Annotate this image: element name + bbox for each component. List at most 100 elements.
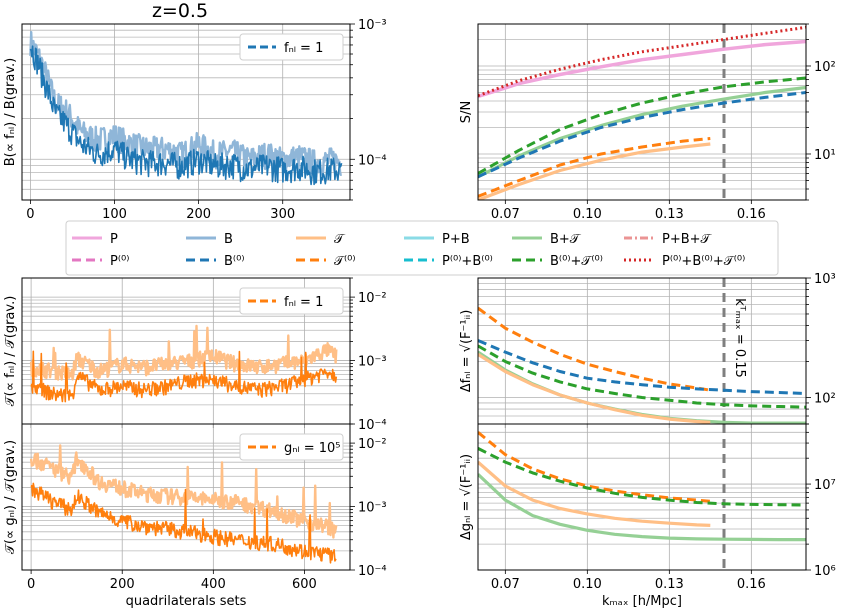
panel-delta_gnl: 10⁷ 10⁶ 0.07 0.10 0.13 0.16 kₘₐₓ [h/Mpc] Δgₙₗ =…: [459, 423, 836, 609]
series-b-0-: [478, 339, 806, 395]
y-tick-label: 10⁻²: [358, 437, 387, 452]
y-axis-label: Δgₙₗ = √(F⁻¹ᵢᵢ): [459, 454, 474, 540]
x-tick-label: 0.07: [491, 577, 520, 592]
panel-legend-label: gₙₗ = 10⁵: [284, 441, 341, 456]
data-series-light: [29, 31, 342, 178]
x-tick-label: 0.10: [573, 207, 602, 222]
panel-legend-box: [239, 287, 344, 315]
y-axis-label: 𝒯(∝ fₙₗ) / 𝒯(grav.): [3, 296, 18, 407]
panel-legend-box: [239, 433, 344, 461]
y-tick-label: 10⁻²: [358, 291, 387, 306]
y-tick-label: 10⁻⁴: [358, 564, 387, 579]
y-tick-label: 10⁻³: [358, 501, 387, 516]
legend-label: 𝒯⁽⁰⁾: [334, 254, 356, 269]
panel-delta_fnl: 10³ 10² Δfₙₗ = √(F⁻¹ᵢᵢ) kᵀₘₐₓ = 0.15: [459, 272, 836, 428]
series-group: [29, 31, 343, 186]
panel-bispectrum_ratio: 10⁻³10⁻⁴0100200300trianglesB(∝ fₙₗ) / B(…: [3, 18, 387, 239]
y-tick-label: 10³: [814, 272, 836, 287]
legend-label: P⁽⁰⁾+B⁽⁰⁾+𝒯⁽⁰⁾: [662, 254, 745, 269]
series-b-0-t-0-: [478, 76, 806, 175]
series-t: [478, 142, 711, 200]
series-group: [478, 431, 806, 542]
main-legend: P B 𝒯 P+B B+𝒯 P+B+𝒯 P⁽⁰⁾ B⁽⁰⁾ 𝒯⁽⁰⁾ P⁽⁰⁾+B⁽⁰⁾ B⁽⁰⁾+…: [65, 220, 779, 276]
legend-label: P⁽⁰⁾+B⁽⁰⁾: [442, 254, 493, 269]
axes-frame: [477, 423, 807, 571]
data-series-dark: [30, 350, 338, 403]
series-group: [29, 444, 338, 564]
series-b-0-t-0-: [478, 447, 806, 507]
x-tick-label: 0.07: [491, 207, 520, 222]
axes-frame: [477, 23, 807, 201]
panel-legend-label: fₙₗ = 1: [284, 295, 323, 310]
legend-label: P⁽⁰⁾: [110, 254, 129, 269]
x-tick-label: 400: [201, 577, 226, 592]
series-t-0-: [478, 306, 711, 392]
data-series-dark: [30, 482, 337, 564]
x-tick-label: 0.16: [737, 207, 766, 222]
series-t-0-: [478, 137, 711, 198]
series-p: [478, 39, 806, 99]
panel-trispectrum_gnl: 10⁻² 10⁻³ 10⁻⁴ 0 200 400 600 quadrilaterals set…: [3, 423, 387, 609]
series-group: [29, 324, 338, 403]
legend-label: P: [110, 232, 118, 247]
legend-label: B⁽⁰⁾: [224, 254, 245, 269]
series-b-0-: [478, 91, 806, 179]
y-tick-label: 10⁻³: [358, 355, 387, 370]
legend-label: P+B+𝒯: [662, 232, 713, 247]
x-tick-label: 200: [110, 577, 135, 592]
x-tick-label: 0: [27, 577, 35, 592]
y-axis-label: B(∝ fₙₗ) / B(grav.): [3, 58, 18, 166]
main-legend-box: [65, 220, 779, 276]
y-tick-label: 10⁷: [814, 478, 836, 493]
y-tick-label: 10¹: [814, 148, 836, 163]
x-tick-label: 600: [292, 577, 317, 592]
x-axis-label: kₘₐₓ [h/Mpc]: [602, 594, 682, 609]
x-tick-label: 0: [26, 207, 34, 222]
y-axis-label: 𝒯(∝ gₙₗ) / 𝒯(grav.): [3, 440, 18, 554]
series-t: [478, 352, 711, 424]
series-group: [478, 25, 806, 200]
panel-trispectrum_fnl: 10⁻² 10⁻³ 10⁻⁴ 𝒯(∝ fₙₗ) / 𝒯(grav.) fₙₗ = 1: [3, 277, 387, 433]
x-tick-label: 100: [102, 207, 127, 222]
axes-frame: [21, 23, 351, 201]
series-b-t: [478, 85, 806, 179]
kmax-label: kᵀₘₐₓ = 0.15: [732, 298, 747, 378]
data-series-light: [29, 324, 338, 381]
y-tick-label: 10⁻⁴: [358, 153, 387, 168]
series-b-t: [478, 350, 806, 424]
x-tick-label: 0.16: [737, 577, 766, 592]
x-tick-label: 300: [270, 207, 295, 222]
y-tick-label: 10⁻³: [358, 18, 387, 33]
panel-legend-box: [239, 33, 344, 61]
axes-frame: [21, 423, 351, 571]
legend-label: B+𝒯: [550, 232, 582, 247]
series-t-0-: [478, 431, 711, 503]
series-group: [478, 306, 806, 424]
panel-legend-label: fₙₗ = 1: [284, 41, 323, 56]
x-axis-label: quadrilaterals sets: [126, 594, 247, 609]
series-b-0-t-0-: [478, 344, 806, 409]
legend-label: P+B: [442, 232, 470, 247]
y-tick-label: 10²: [814, 60, 836, 75]
y-tick-label: 10²: [814, 391, 836, 406]
data-series-light: [29, 444, 338, 539]
series-p-0-b-0-t-0-: [478, 25, 806, 98]
axes-frame: [477, 277, 807, 425]
series-b-t: [478, 473, 806, 542]
legend-label: B⁽⁰⁾+𝒯⁽⁰⁾: [550, 254, 603, 269]
x-tick-label: 0.13: [655, 207, 684, 222]
y-axis-label: Δfₙₗ = √(F⁻¹ᵢᵢ): [459, 310, 474, 393]
x-tick-label: 200: [186, 207, 211, 222]
series-t: [478, 460, 711, 527]
x-tick-label: 0.10: [573, 577, 602, 592]
y-tick-label: 10⁻⁴: [358, 418, 387, 433]
legend-label: 𝒯: [334, 232, 346, 247]
x-tick-label: 0.13: [655, 577, 684, 592]
y-tick-label: 10⁶: [814, 564, 836, 579]
figure-title: z=0.5: [152, 0, 208, 22]
panels: 10⁻³10⁻⁴0100200300trianglesB(∝ fₙₗ) / B(…: [3, 18, 836, 609]
data-series-dark: [29, 45, 343, 186]
legend-label: B: [224, 232, 233, 247]
